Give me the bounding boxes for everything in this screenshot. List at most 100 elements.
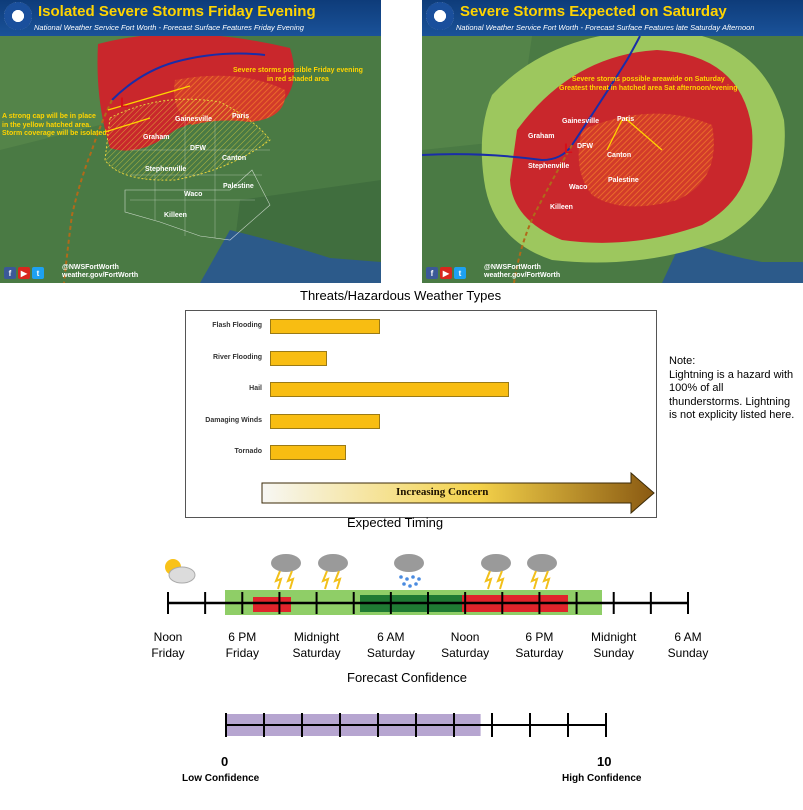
timeline-label-line: Midnight [293, 630, 340, 644]
note-line: Greatest threat in hatched area Sat afte… [559, 84, 738, 92]
timeline-label-line: Sunday [667, 646, 709, 660]
social-handle: @NWSFortWorth weather.gov/FortWorth [484, 264, 560, 280]
city-label: Graham [528, 133, 555, 140]
timeline-label: Midnight Sunday [579, 629, 649, 661]
threats-title: Threats/Hazardous Weather Types [300, 288, 502, 303]
timeline-label-line: Noon [450, 630, 480, 644]
city-label: Killeen [164, 212, 187, 219]
url-text: weather.gov/FortWorth [62, 272, 139, 279]
twitter-icon[interactable]: t [32, 267, 44, 279]
city-label: Waco [569, 184, 588, 191]
threat-bar [270, 382, 510, 397]
city-label: Palestine [608, 177, 639, 184]
svg-text:L: L [564, 140, 573, 156]
threat-bar [270, 413, 381, 429]
map-cap-note: A strong cap will be in place in the yel… [2, 113, 109, 139]
timeline-ticks [167, 592, 689, 614]
note-text: Lightning is a hazard with 100% of all t… [669, 368, 795, 422]
confidence-min-label: 0 [221, 754, 229, 769]
timeline-label-line: 6 AM [674, 630, 702, 644]
social-icons: f ▶ t [426, 267, 466, 279]
timeline-label-line: Saturday [515, 646, 564, 660]
map-severe-note: Severe storms possible areawide on Satur… [559, 76, 738, 93]
timeline-label-line: Sunday [593, 646, 635, 660]
handle-text: @NWSFortWorth [62, 264, 119, 271]
threats-panel: Flash Flooding River Flooding Hail Damaging… [185, 310, 657, 518]
timeline-label-line: Saturday [441, 646, 490, 660]
map-header [422, 0, 803, 36]
note-line: Storm coverage will be isolated. [2, 130, 109, 137]
thunderstorm-icon [271, 554, 301, 590]
concern-label: Increasing Concern [396, 486, 489, 498]
map-saturday: L Severe Storms Expected on Saturday Nat… [422, 0, 803, 283]
city-label: Palestine [223, 183, 254, 190]
threat-label: Tornado [234, 448, 262, 455]
confidence-scale [225, 713, 607, 737]
confidence-ticks [225, 713, 607, 737]
thunderstorm-icon [481, 554, 511, 590]
threat-bar [270, 350, 327, 366]
map-severe-note: Severe storms possible Friday evening in… [233, 67, 363, 84]
high-confidence-label: High Confidence [562, 773, 642, 784]
city-label: DFW [190, 145, 206, 152]
city-label: Gainesville [562, 118, 599, 125]
city-label: Canton [222, 155, 247, 162]
city-label: Killeen [550, 204, 573, 211]
timeline-label-line: Midnight [591, 630, 637, 644]
map-title: Isolated Severe Storms Friday Evening [38, 3, 316, 20]
timeline-label-line: Saturday [292, 646, 341, 660]
note-line: Severe storms possible Friday evening [233, 67, 363, 74]
thunderstorm-icon [318, 554, 348, 590]
timeline-label-line: 6 PM [525, 630, 554, 644]
confidence-max-label: 10 [597, 754, 612, 769]
city-label: DFW [577, 143, 593, 150]
map-saturday-graphic: L [422, 30, 803, 283]
note-heading: Note: [669, 355, 696, 367]
note-line: A strong cap will be in place [2, 113, 96, 120]
high-threat-band-friday [253, 597, 291, 612]
timeline-label: 6 AM Sunday [653, 629, 723, 661]
map-subtitle: National Weather Service Fort Worth - Fo… [456, 23, 755, 32]
partly-cloudy-icon [165, 559, 196, 584]
timing-title: Expected Timing [347, 515, 444, 530]
nws-logo-icon [426, 2, 454, 30]
url-text: weather.gov/FortWorth [484, 272, 561, 279]
facebook-icon[interactable]: f [426, 267, 438, 279]
map-subtitle: National Weather Service Fort Worth - Fo… [34, 23, 304, 32]
city-label: Canton [607, 152, 632, 159]
svg-text:L: L [120, 94, 129, 110]
twitter-icon[interactable]: t [454, 267, 466, 279]
city-label: Stephenville [528, 163, 570, 170]
handle-text: @NWSFortWorth [484, 264, 541, 271]
social-handle: @NWSFortWorth weather.gov/FortWorth [62, 264, 138, 280]
threat-label: Hail [249, 385, 262, 392]
youtube-icon[interactable]: ▶ [440, 267, 452, 279]
timeline-label-line: 6 AM [377, 630, 405, 644]
timeline-label-line: Friday [225, 646, 259, 660]
city-label: Waco [184, 191, 203, 198]
timeline-label: 6 AM Saturday [356, 629, 426, 661]
youtube-icon[interactable]: ▶ [18, 267, 30, 279]
note-line: in the yellow hatched area. [2, 121, 92, 129]
thunderstorm-icon [527, 554, 557, 590]
city-label: Gainesville [175, 116, 212, 123]
map-friday-evening: L Isolated Severe Storms Friday Evening … [0, 0, 381, 283]
social-icons: f ▶ t [4, 267, 44, 279]
nws-logo-icon [4, 2, 32, 30]
threat-label: Damaging Winds [205, 416, 262, 424]
threat-bar [270, 445, 346, 460]
timeline-label: 6 PM Friday [207, 629, 277, 661]
timeline-label: Noon Friday [133, 629, 203, 661]
note-line: Severe storms possible areawide on Satur… [571, 76, 725, 83]
timeline-label-line: 6 PM [228, 630, 257, 644]
timeline-label-line: Saturday [366, 646, 415, 660]
confidence-title: Forecast Confidence [347, 670, 467, 685]
lightning-note: Note: Lightning is a hazard with 100% of… [669, 355, 799, 423]
city-label: Graham [143, 134, 170, 141]
low-confidence-label: Low Confidence [182, 773, 260, 784]
city-label: Paris [617, 116, 635, 123]
map-friday-graphic: L [0, 33, 381, 283]
timeline-label: Midnight Saturday [282, 629, 352, 661]
map-header [0, 0, 381, 36]
facebook-icon[interactable]: f [4, 267, 16, 279]
